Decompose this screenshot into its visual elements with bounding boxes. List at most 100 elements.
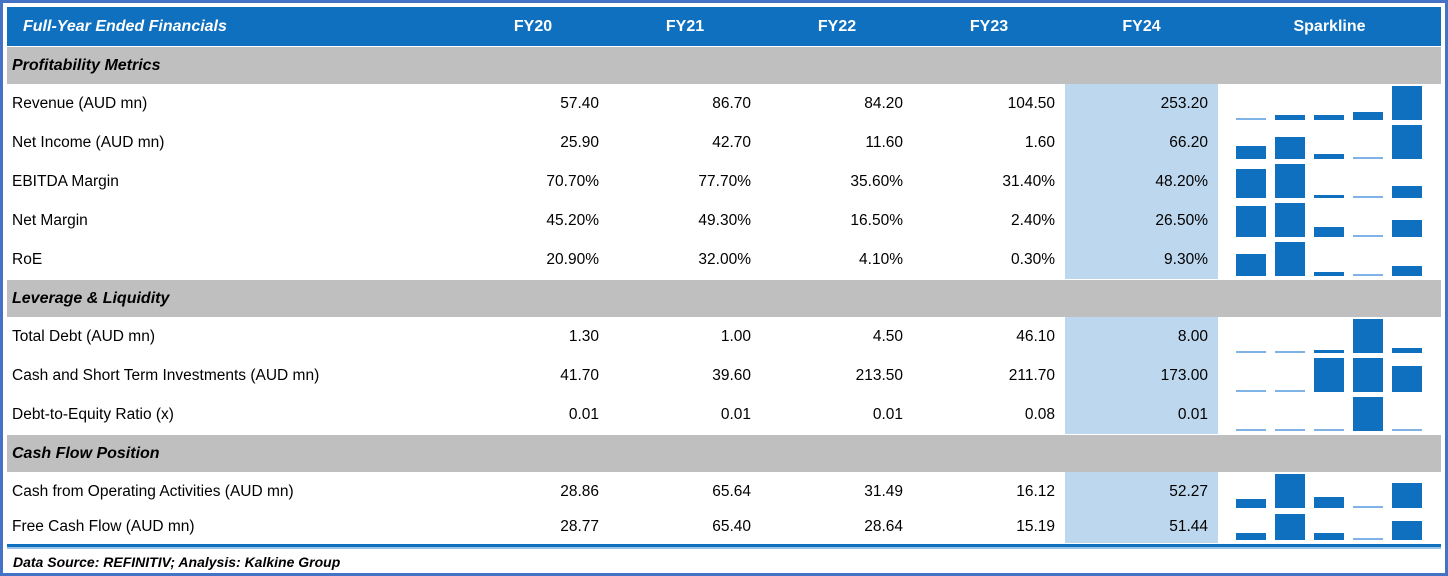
- sparkline-bar: [1353, 358, 1383, 392]
- sparkline-bar: [1353, 319, 1383, 353]
- value-cell-fy22: 4.50: [872, 327, 903, 345]
- sparkline-bar: [1275, 390, 1305, 392]
- table-body: Profitability Metrics Revenue (AUD mn) 57.…: [7, 46, 1441, 543]
- sparkline: [1218, 317, 1441, 356]
- row-label: RoE: [12, 250, 43, 268]
- sparkline-bar: [1275, 351, 1305, 353]
- row-label: Free Cash Flow (AUD mn): [12, 518, 195, 535]
- sparkline-bar: [1275, 429, 1305, 431]
- sparkline-bar: [1236, 533, 1266, 540]
- sparkline-bar: [1353, 196, 1383, 198]
- value-cell-fy24: 173.00: [1065, 356, 1218, 395]
- value-cell-fy20: 45.20%: [546, 211, 599, 229]
- sparkline-bar: [1392, 266, 1422, 276]
- value-cell-fy22: 11.60: [865, 133, 903, 151]
- value-cell-fy22: 4.10%: [859, 250, 903, 268]
- value-cell-fy24: 51.44: [1065, 511, 1218, 543]
- sparkline-bar: [1392, 125, 1422, 159]
- sparkline-bar: [1275, 115, 1305, 120]
- value-cell-fy24: 9.30%: [1065, 240, 1218, 279]
- sparkline-bar: [1353, 397, 1383, 431]
- value-cell-fy23: 211.70: [1008, 366, 1055, 384]
- sparkline-bar: [1236, 499, 1266, 508]
- sparkline-bar: [1392, 483, 1422, 508]
- sparkline-bar: [1275, 474, 1305, 508]
- column-header-sparkline: Sparkline: [1293, 17, 1366, 35]
- sparkline-bar: [1236, 390, 1266, 392]
- sparkline: [1218, 511, 1441, 543]
- sparkline-bar: [1236, 118, 1266, 120]
- sparkline-bar: [1314, 497, 1344, 508]
- sparkline-bar: [1392, 521, 1422, 540]
- sparkline-bar: [1353, 506, 1383, 508]
- value-cell-fy23: 104.50: [1007, 94, 1055, 112]
- sparkline: [1218, 356, 1441, 395]
- sparkline-bar: [1353, 157, 1383, 159]
- table-row: Cash from Operating Activities (AUD mn) 2…: [7, 472, 1441, 511]
- value-cell-fy21: 0.01: [720, 405, 751, 423]
- value-cell-fy23: 0.08: [1024, 405, 1055, 423]
- value-cell-fy22: 31.49: [864, 482, 903, 500]
- value-cell-fy21: 65.40: [712, 518, 751, 535]
- sparkline-bar: [1275, 203, 1305, 237]
- data-source-note: Data Source: REFINITIV; Analysis: Kalkin…: [13, 553, 341, 570]
- value-cell-fy24: 8.00: [1065, 317, 1218, 356]
- column-header-fy21: FY21: [665, 17, 705, 35]
- row-label: Revenue (AUD mn): [12, 94, 148, 112]
- sparkline: [1218, 84, 1441, 123]
- value-cell-fy24: 66.20: [1065, 123, 1218, 162]
- section-header: Leverage & Liquidity: [7, 280, 1441, 317]
- table-row: Cash and Short Term Investments (AUD mn)…: [7, 356, 1441, 395]
- sparkline-bar: [1392, 348, 1422, 353]
- row-label: EBITDA Margin: [12, 172, 119, 190]
- value-cell-fy21: 77.70%: [698, 172, 751, 190]
- sparkline-bar: [1314, 227, 1344, 237]
- sparkline-bar: [1236, 169, 1266, 198]
- value-cell-fy23: 15.19: [1016, 518, 1055, 535]
- value-cell-fy20: 57.40: [560, 94, 599, 112]
- value-cell-fy23: 2.40%: [1011, 211, 1055, 229]
- value-cell-fy24: 253.20: [1065, 84, 1218, 123]
- value-cell-fy22: 213.50: [855, 366, 903, 384]
- section-header: Cash Flow Position: [7, 435, 1441, 472]
- sparkline-bar: [1353, 235, 1383, 237]
- value-cell-fy20: 20.90%: [546, 250, 599, 268]
- table-row: Free Cash Flow (AUD mn) 28.77 65.40 28.64 15…: [7, 511, 1441, 543]
- value-cell-fy20: 28.77: [560, 518, 599, 535]
- value-cell-fy23: 46.10: [1016, 327, 1055, 345]
- value-cell-fy20: 0.01: [568, 405, 599, 423]
- table-title: Full-Year Ended Financials: [23, 17, 227, 35]
- sparkline-bar: [1236, 206, 1266, 237]
- table-row: RoE 20.90% 32.00% 4.10% 0.30% 9.30%: [7, 240, 1441, 279]
- value-cell-fy24: 48.20%: [1065, 162, 1218, 201]
- row-label: Debt-to-Equity Ratio (x): [12, 405, 174, 423]
- sparkline-bar: [1353, 112, 1383, 120]
- sparkline-bar: [1314, 533, 1344, 540]
- sparkline-bar: [1314, 115, 1344, 120]
- sparkline-bar: [1314, 272, 1344, 276]
- value-cell-fy21: 49.30%: [698, 211, 751, 229]
- sparkline: [1218, 472, 1441, 511]
- value-cell-fy23: 31.40%: [1002, 172, 1055, 190]
- value-cell-fy24: 0.01: [1065, 395, 1218, 434]
- sparkline-bar: [1236, 146, 1266, 159]
- sparkline: [1218, 123, 1441, 162]
- sparkline-bar: [1275, 514, 1305, 540]
- sparkline-bar: [1275, 164, 1305, 198]
- sparkline-bar: [1275, 242, 1305, 276]
- value-cell-fy20: 28.86: [560, 482, 599, 500]
- value-cell-fy20: 70.70%: [546, 172, 599, 190]
- row-label: Total Debt (AUD mn): [12, 327, 155, 345]
- value-cell-fy24: 26.50%: [1065, 201, 1218, 240]
- table-row: Revenue (AUD mn) 57.40 86.70 84.20 104.50 253…: [7, 84, 1441, 123]
- table-header-row: Full-Year Ended Financials FY20 FY21 FY2…: [7, 7, 1441, 46]
- value-cell-fy22: 0.01: [872, 405, 903, 423]
- sparkline-bar: [1314, 154, 1344, 159]
- sparkline-bar: [1353, 538, 1383, 540]
- value-cell-fy20: 1.30: [568, 327, 599, 345]
- value-cell-fy21: 1.00: [720, 327, 751, 345]
- value-cell-fy22: 35.60%: [850, 172, 903, 190]
- column-header-fy24: FY24: [1122, 17, 1161, 35]
- value-cell-fy22: 84.20: [864, 94, 903, 112]
